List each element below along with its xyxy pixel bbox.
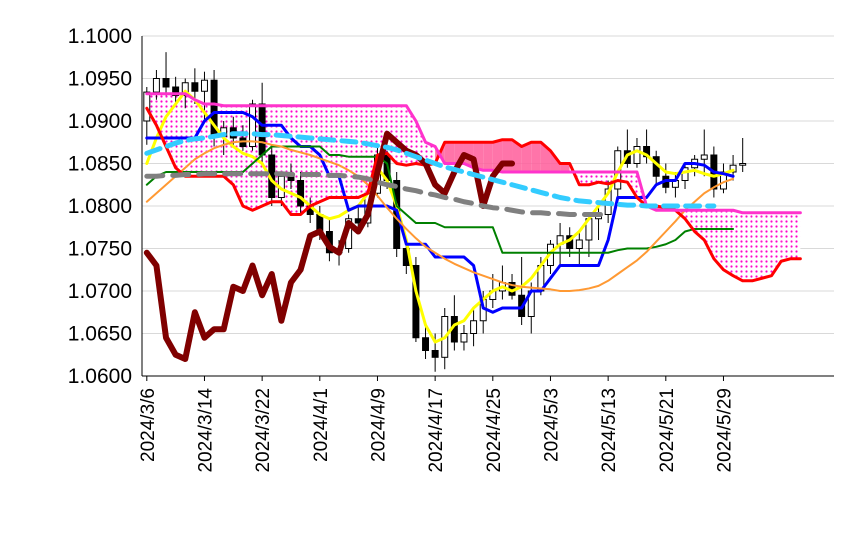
cloud-segment [771, 212, 782, 276]
cloud-segment [713, 210, 724, 270]
series-line-6 [143, 130, 516, 362]
candle-body [191, 82, 199, 92]
cloud-segment [742, 212, 753, 281]
ichimoku-cloud [146, 93, 801, 281]
candle-body [700, 154, 708, 160]
series-line-4 [145, 106, 802, 283]
y-tick-label: 1.0900 [68, 110, 132, 133]
cloud-segment [329, 105, 340, 198]
series-line-0 [145, 89, 735, 344]
cloud-segment [358, 105, 368, 198]
candle-body [681, 167, 689, 181]
cloud-segment [185, 93, 195, 177]
candle-body [162, 78, 170, 88]
cloud-segment [752, 212, 762, 281]
candle-body [152, 78, 160, 93]
x-tick-label: 2024/3/6 [138, 388, 159, 462]
axes: 1.0600 1.0650 1.0700 1.0750 1.0800 1.0850 1.09… [68, 25, 834, 473]
cloud-segment [723, 210, 734, 276]
cloud-segment [348, 105, 359, 198]
x-tick-label: 2024/5/29 [714, 388, 735, 473]
y-tick-label: 1.1000 [68, 25, 132, 48]
candlesticks [143, 52, 747, 372]
x-tick-label: 2024/4/9 [368, 388, 389, 462]
candle-body [739, 163, 747, 166]
cloud-segment [598, 172, 609, 184]
y-tick-label: 1.0850 [68, 153, 132, 176]
cloud-segment [483, 142, 493, 171]
series-line-2 [145, 145, 735, 254]
x-tick-label: 2024/5/13 [599, 388, 620, 473]
x-tick-label: 2024/4/1 [311, 388, 332, 462]
candle-body [460, 333, 468, 343]
cloud-segment [156, 93, 167, 147]
candle-body [258, 103, 266, 156]
cloud-segment [223, 105, 234, 185]
series-line-8 [144, 131, 717, 209]
cloud-segment [367, 105, 378, 194]
cloud-segment [175, 93, 186, 177]
candle-body [575, 239, 583, 249]
candle-body [143, 91, 151, 122]
y-tick-label: 1.0600 [68, 365, 132, 388]
cloud-segment [781, 212, 791, 262]
x-tick-label: 2024/3/22 [253, 388, 274, 473]
cloud-segment [319, 105, 330, 202]
cloud-segment [502, 139, 513, 172]
cloud-segment [579, 172, 589, 185]
candle-body [633, 146, 641, 164]
x-tick-label: 2024/3/14 [195, 388, 216, 473]
y-tick-label: 1.0800 [68, 195, 132, 218]
x-tick-label: 2024/5/21 [657, 388, 678, 473]
cloud-segment [704, 210, 714, 259]
indicator-lines [143, 89, 802, 362]
cloud-segment [396, 105, 407, 166]
cloud-segment [281, 105, 291, 215]
series-line-7 [144, 171, 611, 217]
cloud-segment [560, 163, 570, 172]
cloud-segment [733, 210, 743, 281]
x-tick-label: 2024/4/25 [484, 388, 505, 473]
x-tick-label: 2024/4/17 [426, 388, 447, 473]
x-tick-label: 2024/5/3 [541, 388, 562, 462]
candle-body [422, 337, 430, 351]
candle-body [470, 320, 478, 334]
y-tick-label: 1.0750 [68, 238, 132, 261]
y-tick-label: 1.0650 [68, 323, 132, 346]
candle-body [431, 350, 439, 358]
candle-body [249, 103, 257, 147]
series-line-3 [145, 140, 735, 292]
cloud-segment [444, 142, 455, 164]
cloud-segment [790, 212, 801, 259]
candle-body [297, 180, 305, 207]
cloud-segment [521, 142, 532, 172]
cloud-segment [761, 212, 772, 279]
candle-body [200, 79, 208, 92]
cloud-segment [531, 142, 541, 172]
candle-body [172, 86, 180, 96]
y-tick-label: 1.0700 [68, 280, 132, 303]
candle-body [729, 164, 737, 173]
y-tick-label: 1.0950 [68, 68, 132, 91]
